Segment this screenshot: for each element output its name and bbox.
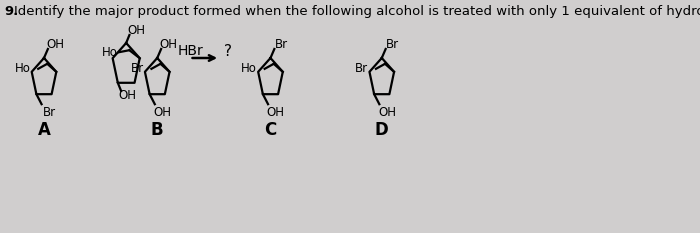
Text: C: C — [265, 121, 277, 139]
Text: OH: OH — [378, 106, 396, 119]
Text: Ho: Ho — [241, 62, 257, 75]
Text: OH: OH — [153, 106, 172, 119]
Text: ?: ? — [224, 45, 232, 59]
Text: OH: OH — [127, 24, 146, 38]
Text: OH: OH — [159, 38, 177, 51]
Text: OH: OH — [118, 89, 136, 102]
Text: B: B — [151, 121, 164, 139]
Text: Br: Br — [43, 106, 56, 119]
Text: Br: Br — [386, 38, 399, 51]
Text: OH: OH — [267, 106, 285, 119]
Text: Ho: Ho — [15, 62, 30, 75]
Text: Identify the major product formed when the following alcohol is treated with onl: Identify the major product formed when t… — [14, 5, 700, 18]
Text: A: A — [38, 121, 50, 139]
Text: Br: Br — [355, 62, 368, 75]
Text: D: D — [375, 121, 389, 139]
Text: Br: Br — [275, 38, 288, 51]
Text: OH: OH — [46, 38, 64, 51]
Text: 9.: 9. — [4, 5, 19, 18]
Text: Br: Br — [130, 62, 143, 75]
Text: Ho: Ho — [102, 46, 118, 59]
Text: HBr: HBr — [178, 44, 204, 58]
